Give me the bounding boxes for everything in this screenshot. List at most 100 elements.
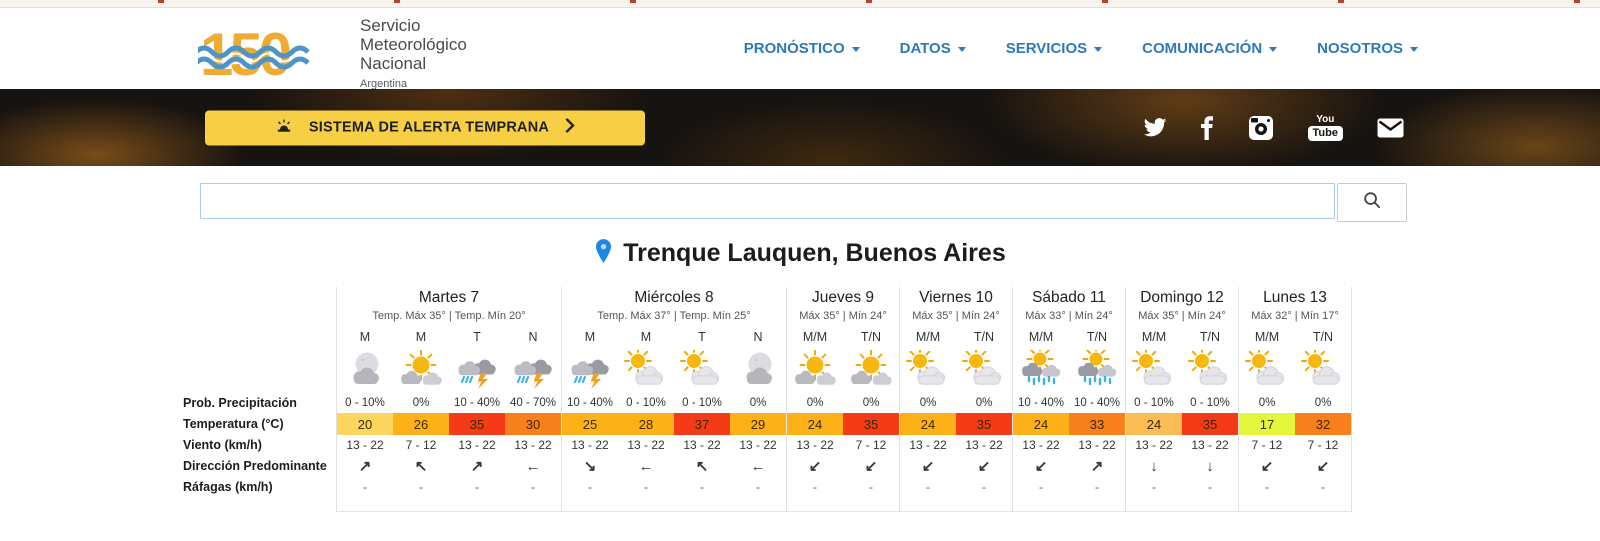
- precip-value: 0%: [749, 397, 767, 409]
- temp-value: 35: [449, 413, 505, 435]
- gust-value: -: [869, 480, 873, 494]
- main-nav: PRONÓSTICO DATOS SERVICIOS COMUNICACIÓN …: [744, 8, 1418, 89]
- forecast-row: 24 35: [1126, 413, 1238, 435]
- row-label-direction: Dirección Predominante: [183, 459, 327, 473]
- forecast-row: ↙ ↗: [1013, 455, 1125, 477]
- forecast-row: [900, 347, 1012, 393]
- nav-label: COMUNICACIÓN: [1142, 40, 1263, 57]
- period-label: M/M: [1028, 330, 1054, 344]
- temp-value: 32: [1295, 413, 1351, 435]
- day-name: Miércoles 8: [634, 289, 714, 306]
- gust-value: -: [1208, 480, 1212, 494]
- forecast-row: 17 32: [1239, 413, 1351, 435]
- gust-value: -: [588, 480, 592, 494]
- location-header: Trenque Lauquen, Buenos Aires: [0, 238, 1600, 269]
- period-label: N: [753, 330, 763, 344]
- wind-value: 13 - 22: [514, 438, 552, 452]
- forecast-row: ↙ ↙: [900, 455, 1012, 477]
- forecast-row: [562, 347, 786, 393]
- instagram-icon[interactable]: [1248, 115, 1274, 141]
- location-pin-icon: [594, 238, 613, 269]
- precip-value: 0 - 10%: [1190, 397, 1230, 409]
- row-label-gusts: Ráfagas (km/h): [183, 480, 273, 494]
- wind-direction-arrow: ↗: [1090, 458, 1104, 475]
- day-name: Jueves 9: [811, 289, 875, 306]
- youtube-icon[interactable]: You Tube: [1307, 114, 1343, 141]
- forecast-row: ↓ ↓: [1126, 455, 1238, 477]
- search-button[interactable]: [1337, 183, 1407, 222]
- hero-banner: SISTEMA DE ALERTA TEMPRANA You Tube: [0, 89, 1600, 166]
- search-input[interactable]: [200, 183, 1335, 219]
- nav-item-nosotros[interactable]: NOSOTROS: [1317, 40, 1418, 57]
- forecast-row: ----: [337, 477, 561, 497]
- precip-value: 10 - 40%: [1073, 397, 1121, 409]
- temp-value: 20: [337, 413, 393, 435]
- period-label: M/M: [802, 330, 828, 344]
- site-header: 150 Servicio Meteorológico Nacional Arge…: [0, 8, 1600, 90]
- day-minmax: Máx 35° | Mín 24°: [912, 310, 1000, 322]
- day-card: Jueves 9 Máx 35° | Mín 24° M/M T/N 0% 0% 24 35 1…: [786, 287, 899, 512]
- forecast-row: 13 - 22 7 - 12: [787, 435, 899, 455]
- forecast-row: 0% 0%: [787, 393, 899, 413]
- wind-direction-arrow: ↙: [1316, 458, 1330, 475]
- day-name: Domingo 12: [1140, 289, 1224, 306]
- forecast-row: ↗ ↖ ↗ ←: [337, 455, 561, 477]
- alert-siren-icon: [275, 118, 293, 138]
- period-label: M: [584, 330, 596, 344]
- gust-value: -: [813, 480, 817, 494]
- gust-value: -: [644, 480, 648, 494]
- forecast-row: 24 33: [1013, 413, 1125, 435]
- wind-value: 13 - 22: [909, 438, 947, 452]
- email-icon[interactable]: [1377, 118, 1404, 138]
- forecast-row: M/M T/N: [1013, 327, 1125, 347]
- nav-item-datos[interactable]: DATOS: [900, 40, 966, 57]
- period-label: T: [698, 330, 706, 344]
- search-bar: [0, 183, 1600, 222]
- nav-item-pronostico[interactable]: PRONÓSTICO: [744, 40, 860, 57]
- temp-value: 17: [1239, 413, 1295, 435]
- wind-value: 7 - 12: [405, 438, 437, 452]
- storm-icon: [449, 347, 505, 393]
- precip-value: 0%: [412, 397, 430, 409]
- sun-clouds-gray-icon: [843, 347, 899, 393]
- wind-value: 13 - 22: [1022, 438, 1060, 452]
- nav-item-comunicacion[interactable]: COMUNICACIÓN: [1142, 40, 1278, 57]
- temp-value: 24: [1126, 413, 1182, 435]
- row-label-temperature: Temperatura (°C): [183, 417, 284, 431]
- sun-cloud-light-icon: [1182, 347, 1238, 393]
- twitter-icon[interactable]: [1142, 117, 1167, 139]
- temp-value: 35: [843, 413, 899, 435]
- forecast-row: 13 - 22 13 - 22: [1126, 435, 1238, 455]
- temp-value: 30: [505, 413, 561, 435]
- forecast-days: Martes 7 Temp. Máx 35° | Temp. Mín 20° M M T…: [336, 287, 1352, 512]
- wind-direction-arrow: ↙: [977, 458, 991, 475]
- temp-value: 24: [1013, 413, 1069, 435]
- wind-direction-arrow: ↙: [1034, 458, 1048, 475]
- forecast-row: 13 - 22 13 - 22: [900, 435, 1012, 455]
- forecast-row: ↙ ↙: [1239, 455, 1351, 477]
- alert-button-label: SISTEMA DE ALERTA TEMPRANA: [308, 119, 550, 136]
- period-label: M: [640, 330, 652, 344]
- nav-label: SERVICIOS: [1005, 40, 1088, 57]
- wind-direction-arrow: ↙: [1260, 458, 1274, 475]
- precip-value: 0%: [1314, 397, 1332, 409]
- gust-value: -: [531, 480, 535, 494]
- nav-item-servicios[interactable]: SERVICIOS: [1005, 40, 1103, 57]
- day-name: Sábado 11: [1032, 289, 1106, 306]
- forecast-row: M/M T/N: [900, 327, 1012, 347]
- forecast-row: M/M T/N: [1239, 327, 1351, 347]
- day-minmax: Máx 32° | Mín 17°: [1251, 310, 1339, 322]
- facebook-icon[interactable]: [1200, 115, 1214, 141]
- gust-value: -: [419, 480, 423, 494]
- day-minmax: Temp. Máx 35° | Temp. Mín 20°: [372, 310, 526, 322]
- gust-value: -: [1039, 480, 1043, 494]
- forecast-row: [1126, 347, 1238, 393]
- early-warning-system-button[interactable]: SISTEMA DE ALERTA TEMPRANA: [205, 110, 645, 145]
- smn-logo[interactable]: 150 Servicio Meteorológico Nacional Arge…: [198, 16, 467, 94]
- precip-value: 10 - 40%: [1017, 397, 1065, 409]
- forecast-row: 13 - 22 13 - 22 13 - 22 13 - 22: [562, 435, 786, 455]
- precip-value: 0%: [919, 397, 937, 409]
- wind-direction-arrow: ↖: [695, 458, 709, 475]
- forecast-row-labels: Prob. Precipitación Temperatura (°C) Vie…: [183, 287, 336, 512]
- browser-top-strip: [0, 0, 1600, 8]
